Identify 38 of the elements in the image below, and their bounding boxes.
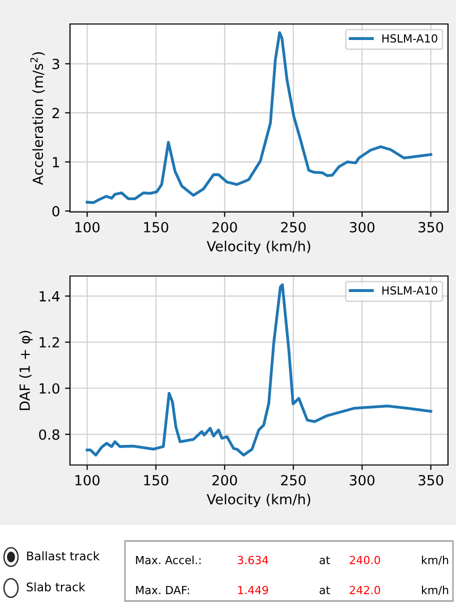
x-tick-label: 350 xyxy=(418,474,444,486)
y-tick-label: 0.8 xyxy=(39,429,60,440)
x-tick-label: 350 xyxy=(418,222,444,232)
text: at xyxy=(320,556,330,564)
text: Max. DAF: xyxy=(136,586,189,594)
text: km/h xyxy=(422,556,448,566)
y-tick-label: 1.2 xyxy=(40,337,59,348)
x-tick-label: 150 xyxy=(144,222,168,232)
x-tick-label: 300 xyxy=(350,474,374,486)
y-tick-label: 1.4 xyxy=(40,291,60,302)
y-tick-label: 2 xyxy=(52,108,59,118)
y-axis-title: DAF (1 + φ) xyxy=(19,330,33,410)
y-axis-title: Acceleration (m/s$^{2}$) xyxy=(30,52,45,185)
x-tick-label: 200 xyxy=(212,474,237,486)
x-tick-label: 150 xyxy=(144,474,168,486)
text: 1.449 xyxy=(238,586,268,594)
x-tick-label: 250 xyxy=(281,474,306,486)
text: 242.0 xyxy=(350,586,380,594)
text: 3.634 xyxy=(238,556,268,564)
text: Slab track xyxy=(26,582,86,592)
x-tick-label: 100 xyxy=(75,474,100,486)
y-tick-label: 3 xyxy=(52,58,60,70)
text: Ballast track xyxy=(27,551,100,560)
text: at xyxy=(320,586,330,594)
x-tick-label: 250 xyxy=(281,222,306,232)
legend-label: HSLM-A10 xyxy=(382,286,438,295)
x-axis-title: Velocity (km/h) xyxy=(206,240,310,254)
y-tick-label: 1.0 xyxy=(40,383,60,394)
x-tick-label: 100 xyxy=(75,222,100,232)
text: 240.0 xyxy=(350,556,380,564)
x-tick-label: 300 xyxy=(350,222,374,232)
x-tick-label: 200 xyxy=(212,222,237,232)
text: Max. Accel.: xyxy=(136,556,201,564)
x-axis-title: Velocity (km/h) xyxy=(206,494,310,508)
y-tick-label: 0 xyxy=(52,206,60,216)
y-tick-label: 1 xyxy=(52,157,59,168)
legend-label: HSLM-A10 xyxy=(382,34,438,43)
text: km/h xyxy=(422,586,448,596)
